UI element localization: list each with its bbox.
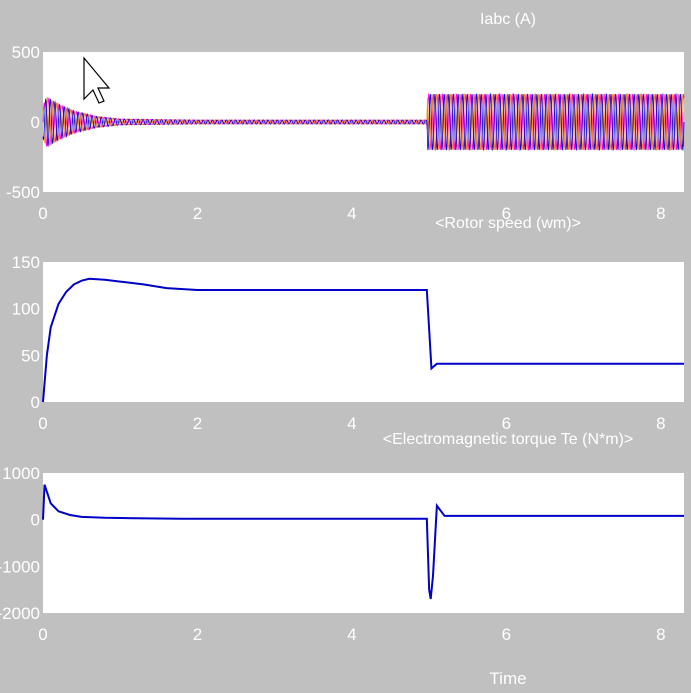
torque-xtick-label: 8 [656,625,665,644]
rotor-speed-xtick-label: 8 [656,414,665,433]
panel-rotor-speed: <Rotor speed (wm)> 150 100 50 0 0 2 4 6 8 [12,215,684,433]
torque-xtick-label: 6 [502,625,511,644]
current-ytick-label: 500 [12,43,40,62]
rotor-speed-ytick-label: 150 [12,253,40,272]
panel-torque-axes [43,473,684,613]
current-ytick-label: -500 [6,183,40,202]
current-xtick-label: 2 [193,204,202,223]
torque-ytick-label: -2000 [0,604,40,623]
current-ytick-label: 0 [31,113,40,132]
panel-torque-title: <Electromagnetic torque Te (N*m)> [383,431,633,448]
x-axis-label-time: Time [489,669,526,688]
torque-ytick-label: -1000 [0,557,40,576]
panel-torque-xticks: 0 2 4 6 8 [38,625,665,644]
rotor-speed-xtick-label: 4 [347,414,356,433]
torque-xtick-label: 4 [347,625,356,644]
current-xtick-label: 4 [347,204,356,223]
panel-torque: <Electromagnetic torque Te (N*m)> 1000 0 -… [0,431,684,688]
panel-current-xticks: 0 2 4 6 8 [38,204,665,223]
torque-series-line-0 [42,484,684,600]
torque-xtick-label: 2 [193,625,202,644]
panel-rotor-speed-series [42,277,684,403]
rotor-speed-xtick-label: 2 [193,414,202,433]
panel-current-yticks: 500 0 -500 [6,43,40,202]
torque-ytick-label: 1000 [2,464,40,483]
panel-current-series [42,92,685,152]
panel-current: Iabc (A) 500 0 -500 0 2 4 6 8 [6,11,685,223]
rotor-speed-ytick-label: 0 [31,393,40,412]
panel-rotor-speed-yticks: 150 100 50 0 [12,253,40,412]
rotor-speed-ytick-label: 50 [21,346,40,365]
torque-xtick-label: 0 [38,625,47,644]
panel-current-title: Iabc (A) [480,11,536,28]
rotor-speed-ytick-label: 100 [12,300,40,319]
panel-torque-series [42,484,684,600]
panel-rotor-speed-title: <Rotor speed (wm)> [435,215,581,232]
current-xtick-label: 6 [502,204,511,223]
rotor-speed-xtick-label: 0 [38,414,47,433]
torque-ytick-label: 0 [31,511,40,530]
panel-torque-yticks: 1000 0 -1000 -2000 [0,464,40,623]
current-xtick-label: 8 [656,204,665,223]
panel-rotor-speed-xticks: 0 2 4 6 8 [38,414,665,433]
rotor-speed-xtick-label: 6 [502,414,511,433]
current-series-line-2 [42,92,685,152]
current-xtick-label: 0 [38,204,47,223]
mouse-pointer-icon [83,56,111,104]
rotor-speed-series-line-0 [42,277,684,403]
